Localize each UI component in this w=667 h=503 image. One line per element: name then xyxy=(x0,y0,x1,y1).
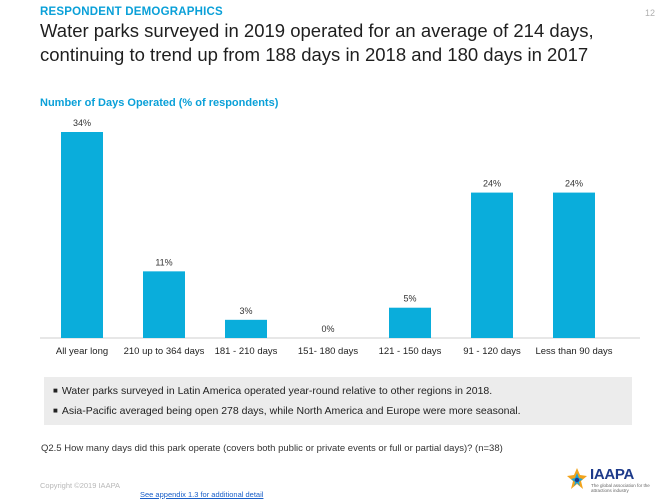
bars-group: 34% All year long 11% 210 up to 364 days 3% 1… xyxy=(56,118,613,357)
logo-wordmark: IAAPA xyxy=(590,466,635,483)
data-label: 24% xyxy=(483,179,501,189)
data-label: 11% xyxy=(155,257,172,267)
data-label: 24% xyxy=(565,179,583,189)
chart-title: Number of Days Operated (% of respondent… xyxy=(40,97,279,109)
bullet-icon: ■ xyxy=(53,406,58,415)
bar xyxy=(225,319,267,338)
bar xyxy=(389,307,431,338)
bar-chart: 34% All year long 11% 210 up to 364 days 3% 1… xyxy=(40,118,640,357)
note-item: ■ Water parks surveyed in Latin America o… xyxy=(44,381,632,401)
category-label: All year long xyxy=(56,346,108,357)
note-item: ■ Asia-Pacific averaged being open 278 da… xyxy=(44,401,632,421)
note-text: Asia-Pacific averaged being open 278 day… xyxy=(61,405,521,417)
iaapa-logo: IAAPA The global association for the att… xyxy=(566,466,658,498)
data-label: 3% xyxy=(239,306,252,316)
headline-line-2: continuing to trend up from 188 days in … xyxy=(40,44,589,65)
category-label: 210 up to 364 days xyxy=(124,346,205,357)
category-label: 121 - 150 days xyxy=(379,346,442,357)
survey-question: Q2.5 How many days did this park operate… xyxy=(41,443,503,454)
data-label: 0% xyxy=(321,324,334,334)
headline: Water parks surveyed in 2019 operated fo… xyxy=(40,19,640,67)
bullet-icon: ■ xyxy=(53,386,58,395)
bar xyxy=(143,271,185,338)
category-label: 151- 180 days xyxy=(298,346,358,357)
bar xyxy=(61,132,103,338)
page-number: 12 xyxy=(644,8,655,18)
notes-box: ■ Water parks surveyed in Latin America o… xyxy=(44,377,632,425)
logo-mark-icon xyxy=(567,468,587,489)
logo-tagline: The global association for the attractio… xyxy=(591,483,650,493)
bar xyxy=(553,192,595,338)
bar xyxy=(471,192,513,338)
headline-line-1: Water parks surveyed in 2019 operated fo… xyxy=(40,20,594,41)
data-label: 34% xyxy=(73,118,91,128)
category-label: Less than 90 days xyxy=(535,346,612,357)
copyright: Copyright ©2019 IAAPA xyxy=(40,481,121,490)
note-text: Water parks surveyed in Latin America op… xyxy=(61,385,493,397)
section-label: RESPONDENT DEMOGRAPHICS xyxy=(40,6,223,18)
category-label: 181 - 210 days xyxy=(215,346,278,357)
category-label: 91 - 120 days xyxy=(463,346,521,357)
appendix-link[interactable]: See appendix 1.3 for additional detail xyxy=(140,490,264,499)
data-label: 5% xyxy=(403,294,416,304)
